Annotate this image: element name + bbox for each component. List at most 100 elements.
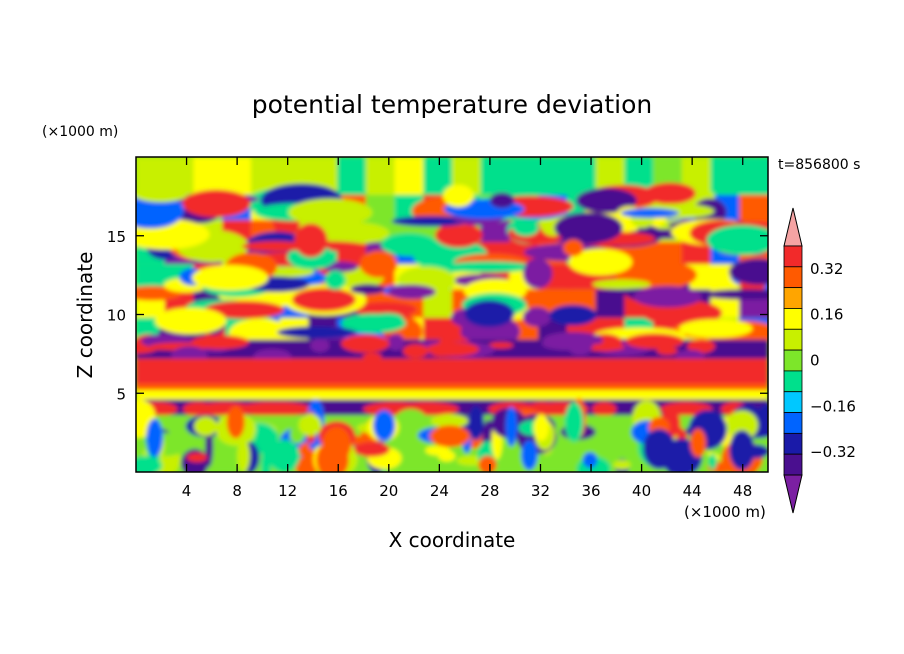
x-tick-label: 40 (632, 482, 651, 500)
field-blob (489, 192, 515, 209)
y-tick-label: 5 (116, 385, 126, 403)
x-tick-label: 28 (480, 482, 499, 500)
colorbar-box (783, 391, 803, 413)
field-blob (191, 335, 250, 350)
field-cell (394, 157, 428, 195)
field-blob (136, 455, 163, 472)
field-blob (512, 219, 540, 237)
colorbar-box (783, 328, 803, 351)
field-blob (237, 439, 251, 472)
field-blob (241, 241, 309, 252)
field-cell (222, 157, 255, 195)
field-blob (464, 300, 515, 328)
field-blob (576, 188, 637, 214)
field-band-orange (136, 383, 768, 391)
field-cell (538, 157, 571, 195)
field-blob (252, 401, 312, 417)
field-blob (442, 184, 474, 208)
field-blob (298, 413, 322, 436)
field-blob (701, 289, 768, 300)
x-tick-label: 16 (329, 482, 348, 500)
field-blob (522, 258, 553, 289)
field-blob (394, 408, 428, 435)
field-blob (359, 250, 398, 278)
field-blob (186, 452, 208, 463)
field-blob (146, 418, 163, 458)
colorbar-tick-label: 0.32 (810, 260, 843, 278)
field-blob (204, 300, 284, 319)
colorbar-box (783, 370, 803, 393)
field-blob (505, 406, 518, 447)
field-blob (193, 416, 218, 436)
field-cell (509, 157, 542, 195)
colorbar-top-arrow (783, 207, 803, 247)
field-blob (521, 440, 538, 471)
colorbar-box (783, 266, 803, 289)
field-cell (423, 317, 456, 340)
field-blob (478, 455, 497, 472)
field-blob (656, 346, 678, 356)
colorbar-box (783, 349, 803, 372)
field-blob (387, 333, 405, 351)
field-blob (591, 401, 617, 417)
field-blob (429, 425, 471, 448)
field-blob (294, 223, 328, 258)
field-blob (687, 339, 716, 354)
field-blob (582, 452, 598, 469)
y-axis-ticks: 5 10 15 (107, 228, 768, 403)
field-blob (633, 286, 702, 308)
colorbar-box (783, 432, 803, 455)
x-tick-label: 32 (531, 482, 550, 500)
x-axis-ticks: 4 8 12 16 20 24 28 32 36 40 44 48 (182, 157, 752, 500)
field-blob (324, 270, 346, 290)
field-blob (729, 430, 755, 470)
field-blob (620, 208, 679, 218)
field-blob (391, 215, 471, 227)
field-cell (739, 157, 768, 195)
field-cell (739, 194, 768, 220)
field-blob (191, 265, 269, 291)
field-blob (136, 194, 184, 229)
colorbar-tick-label: 0.16 (810, 306, 843, 324)
field-blob (387, 284, 436, 300)
field-blob (678, 319, 753, 338)
field-blob (592, 279, 651, 290)
colorbar-box (783, 245, 803, 268)
field-band-yellow (136, 390, 768, 400)
field-blob (549, 304, 597, 326)
x-tick-label: 24 (430, 482, 449, 500)
x-axis-label: X coordinate (389, 528, 516, 552)
field-blob (533, 414, 549, 442)
field-cell (136, 264, 169, 290)
field-blob (562, 239, 584, 257)
field-blob (706, 224, 768, 256)
contour-field (136, 157, 768, 472)
field-blob (226, 405, 245, 439)
field-blob (381, 232, 438, 257)
y-axis-label: Z coordinate (73, 252, 97, 379)
field-cell (681, 242, 715, 265)
field-cell (653, 242, 686, 265)
field-blob (373, 409, 396, 442)
field-blob (690, 428, 707, 458)
field-blob (430, 413, 469, 428)
field-blob (154, 307, 227, 335)
field-blob (568, 248, 633, 276)
field-blob (354, 301, 417, 318)
field-blob (402, 343, 429, 359)
field-blob (340, 313, 407, 334)
field-cell (480, 220, 514, 243)
colorbar-box (783, 412, 803, 434)
field-blob (554, 212, 623, 244)
field-blob (728, 258, 768, 285)
x-tick-label: 8 (232, 482, 242, 500)
field-cell (566, 157, 600, 195)
field-blob (564, 401, 584, 442)
field-cell (337, 157, 370, 195)
colorbar: 0.32 0.16 0 −0.16 −0.32 (783, 207, 856, 514)
x-tick-label: 4 (182, 482, 192, 500)
field-blob (625, 333, 684, 350)
x-tick-label: 48 (733, 482, 752, 500)
field-blob (613, 460, 631, 470)
y-tick-label: 10 (107, 307, 126, 325)
